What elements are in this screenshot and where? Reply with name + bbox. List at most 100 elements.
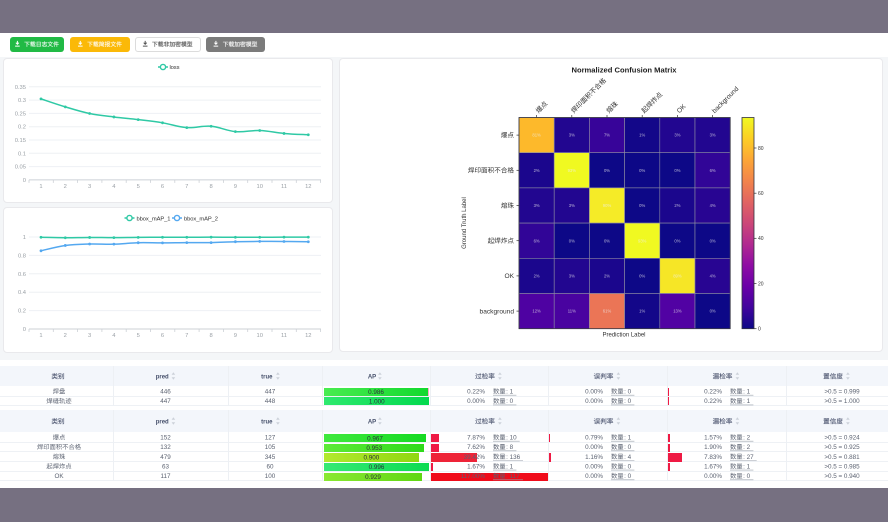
svg-text:: 0: : 0 — [743, 473, 750, 480]
svg-text:6%: 6% — [710, 168, 716, 173]
svg-text:0.00%: 0.00% — [585, 473, 603, 480]
svg-text:8: 8 — [209, 333, 212, 339]
svg-text:0.929: 0.929 — [365, 474, 381, 481]
svg-text:7: 7 — [185, 333, 188, 339]
svg-text:: 117: : 117 — [506, 473, 520, 480]
svg-text:: 1: : 1 — [743, 389, 750, 396]
svg-text:93%: 93% — [638, 238, 647, 243]
svg-text:2: 2 — [64, 333, 67, 339]
svg-text:152: 152 — [160, 435, 171, 442]
svg-text:: 1: : 1 — [743, 463, 750, 470]
svg-text:6: 6 — [161, 184, 164, 190]
svg-text:3: 3 — [88, 333, 91, 339]
svg-text:1: 1 — [39, 184, 42, 190]
svg-text:12%: 12% — [532, 309, 541, 314]
svg-text:1.57%: 1.57% — [704, 435, 722, 442]
svg-text:0%: 0% — [710, 309, 716, 314]
svg-text:1%: 1% — [639, 309, 645, 314]
svg-text:3: 3 — [88, 184, 91, 190]
svg-text:10: 10 — [256, 333, 262, 339]
svg-text:4: 4 — [112, 184, 116, 190]
svg-text:100: 100 — [265, 473, 276, 480]
svg-text:: 0: : 0 — [624, 473, 631, 480]
svg-text:: 136: : 136 — [506, 454, 521, 461]
svg-text:background: background — [711, 85, 741, 115]
svg-text:>0.5 = 0.924: >0.5 = 0.924 — [824, 435, 860, 442]
svg-text:39.42%: 39.42% — [464, 454, 486, 461]
svg-text:0.3: 0.3 — [18, 98, 26, 104]
svg-text:0.25: 0.25 — [15, 111, 26, 117]
svg-text:: 1: : 1 — [506, 389, 513, 396]
svg-text:AP: AP — [368, 420, 376, 426]
svg-text:: 4: : 4 — [624, 454, 631, 461]
svg-text:448: 448 — [265, 398, 276, 405]
svg-text:0%: 0% — [604, 168, 610, 173]
svg-text:447: 447 — [265, 389, 276, 396]
svg-text:0%: 0% — [674, 238, 680, 243]
svg-text:0.00%: 0.00% — [467, 398, 485, 405]
svg-text:6%: 6% — [534, 238, 540, 243]
svg-text:Normalized Confusion Matrix: Normalized Confusion Matrix — [571, 66, 677, 75]
svg-text:7.87%: 7.87% — [467, 435, 485, 442]
svg-text:0.996: 0.996 — [369, 464, 385, 471]
svg-text:0.1: 0.1 — [18, 151, 26, 157]
svg-text:8: 8 — [209, 184, 212, 190]
svg-text:>0.5 = 0.925: >0.5 = 0.925 — [824, 444, 860, 451]
svg-text:1.000: 1.000 — [369, 399, 385, 406]
svg-text:7%: 7% — [604, 133, 610, 138]
svg-text:0.00%: 0.00% — [585, 398, 603, 405]
svg-text:0%: 0% — [710, 238, 716, 243]
svg-text:0.22%: 0.22% — [467, 389, 485, 396]
svg-text:117: 117 — [160, 473, 171, 480]
svg-text:90%: 90% — [603, 203, 612, 208]
svg-text:0.22%: 0.22% — [704, 398, 722, 405]
svg-text:81%: 81% — [532, 133, 541, 138]
svg-text:OK: OK — [504, 273, 514, 280]
svg-text:: 2: : 2 — [743, 444, 750, 451]
svg-text:0.6: 0.6 — [18, 272, 26, 278]
svg-text:: 27: : 27 — [743, 454, 754, 461]
svg-text:4: 4 — [112, 333, 116, 339]
svg-text:>0.5 = 1.000: >0.5 = 1.000 — [824, 398, 860, 405]
svg-text:3%: 3% — [710, 133, 716, 138]
svg-text:7.83%: 7.83% — [704, 454, 722, 461]
svg-text:0.4: 0.4 — [18, 290, 27, 296]
svg-text:40: 40 — [758, 236, 764, 242]
svg-text:0.79%: 0.79% — [585, 435, 603, 442]
svg-text:1: 1 — [23, 235, 26, 241]
svg-text:1.90%: 1.90% — [704, 444, 722, 451]
svg-text:: 0: : 0 — [624, 444, 631, 451]
svg-text:132: 132 — [160, 444, 171, 451]
svg-text:true: true — [261, 420, 273, 426]
svg-text:60: 60 — [758, 191, 764, 197]
svg-text:446: 446 — [160, 389, 171, 396]
svg-text:80: 80 — [758, 146, 764, 152]
svg-text:63: 63 — [162, 463, 170, 470]
svg-text:3%: 3% — [674, 133, 680, 138]
svg-text:1.67%: 1.67% — [704, 463, 722, 470]
svg-text:12: 12 — [305, 333, 311, 339]
svg-text:0%: 0% — [639, 203, 645, 208]
svg-text:9: 9 — [234, 184, 237, 190]
svg-text:Ground Truth Label: Ground Truth Label — [462, 197, 468, 249]
svg-text:>0.5 = 0.985: >0.5 = 0.985 — [824, 463, 860, 470]
svg-text:0.967: 0.967 — [367, 435, 383, 442]
svg-text:10: 10 — [256, 184, 262, 190]
svg-text:pred: pred — [156, 375, 169, 381]
svg-text:9: 9 — [234, 333, 237, 339]
svg-text:true: true — [261, 375, 273, 381]
svg-text:: 1: : 1 — [506, 463, 513, 470]
svg-text:20: 20 — [758, 281, 764, 287]
svg-text:5: 5 — [137, 184, 140, 190]
svg-text:AP: AP — [368, 375, 376, 381]
svg-text:OK: OK — [54, 473, 64, 480]
svg-text:0.35: 0.35 — [15, 85, 26, 91]
svg-text:background: background — [480, 308, 515, 315]
svg-text:0.00%: 0.00% — [585, 389, 603, 396]
svg-text:447: 447 — [160, 398, 171, 405]
svg-text:7: 7 — [185, 184, 188, 190]
svg-text:>0.5 = 0.881: >0.5 = 0.881 — [824, 454, 860, 461]
svg-text:: 8: : 8 — [506, 444, 513, 451]
svg-text:0.2: 0.2 — [18, 309, 26, 315]
svg-text:: 0: : 0 — [624, 389, 631, 396]
